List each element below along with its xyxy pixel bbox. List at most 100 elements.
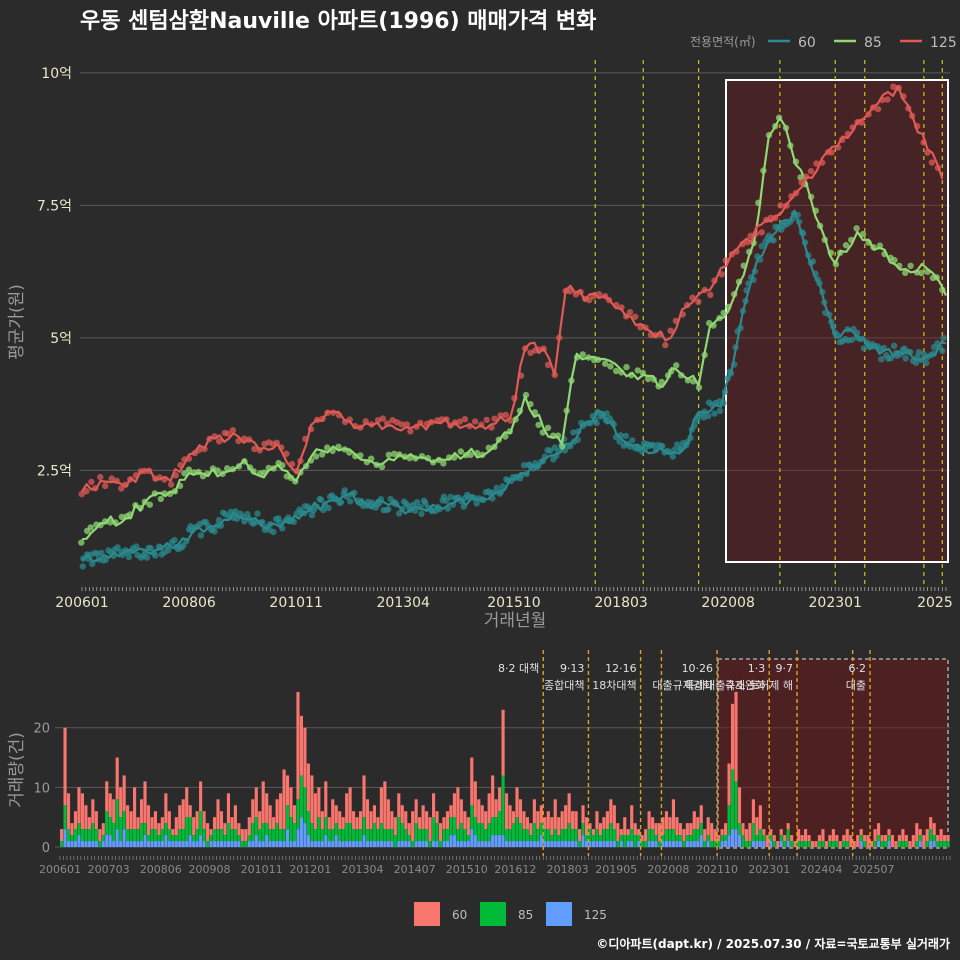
volume-bar-60 bbox=[557, 817, 561, 836]
volume-bar-125 bbox=[494, 835, 498, 847]
volume-bar-85 bbox=[237, 835, 241, 842]
volume-bar-60 bbox=[195, 811, 199, 830]
volume-bar-85 bbox=[285, 805, 290, 830]
volume-bar-85 bbox=[160, 829, 164, 842]
volume-bar-85 bbox=[668, 829, 672, 842]
volume-bar-85 bbox=[209, 835, 213, 842]
data-point bbox=[928, 159, 936, 166]
volume-bar-125 bbox=[80, 841, 84, 847]
volume-bar-60 bbox=[769, 829, 773, 836]
volume-bar-125 bbox=[397, 841, 401, 847]
volume-bar-125 bbox=[487, 841, 491, 847]
volume-bar-60 bbox=[296, 691, 300, 800]
data-point bbox=[695, 298, 702, 305]
data-point bbox=[197, 532, 205, 539]
volume-bar-85 bbox=[73, 829, 78, 842]
volume-bar-60 bbox=[480, 805, 484, 824]
data-point bbox=[853, 225, 860, 232]
volume-bar-85 bbox=[498, 811, 502, 836]
volume-bar-125 bbox=[779, 841, 783, 847]
volume-bar-60 bbox=[776, 841, 780, 847]
volume-bar-85 bbox=[619, 835, 623, 842]
data-point bbox=[602, 360, 609, 367]
volume-bar-60 bbox=[651, 817, 655, 830]
volume-bar-125 bbox=[133, 841, 137, 847]
data-point bbox=[98, 549, 105, 557]
data-point bbox=[535, 421, 542, 429]
volume-bar-60 bbox=[793, 841, 797, 847]
volume-bar-125 bbox=[334, 835, 338, 847]
volume-bar-85 bbox=[431, 817, 436, 842]
volume-bar-125 bbox=[699, 835, 703, 847]
volume-bar-125 bbox=[918, 841, 922, 847]
volume-bar-85 bbox=[129, 829, 133, 842]
data-point bbox=[229, 427, 237, 434]
volume-bar-85 bbox=[303, 787, 307, 824]
volume-bar-85 bbox=[80, 829, 84, 842]
volume-bar-85 bbox=[536, 829, 540, 842]
volume-bar-60 bbox=[883, 835, 888, 842]
volume-bar-60 bbox=[873, 829, 877, 842]
volume-bar-85 bbox=[414, 823, 418, 842]
volume-bar-60 bbox=[727, 763, 731, 806]
volume-bar-60 bbox=[511, 811, 516, 824]
volume-bar-85 bbox=[755, 835, 759, 842]
volume-bar-85 bbox=[859, 835, 863, 842]
volume-bar-60 bbox=[567, 793, 571, 824]
volume-bar-125 bbox=[602, 841, 606, 847]
volume-bar-125 bbox=[421, 841, 425, 847]
data-point bbox=[758, 229, 765, 236]
volume-bar-60 bbox=[459, 799, 463, 824]
volume-bar-85 bbox=[717, 841, 721, 847]
volume-bar-125 bbox=[348, 841, 352, 847]
volume-bar-60 bbox=[911, 835, 915, 847]
volume-bar-60 bbox=[814, 841, 818, 847]
volume-bar-85 bbox=[272, 829, 276, 842]
volume-bar-85 bbox=[133, 829, 137, 842]
volume-bar-85 bbox=[146, 835, 151, 842]
data-point bbox=[87, 524, 94, 531]
volume-bar-85 bbox=[477, 823, 481, 842]
volume-bar-85 bbox=[87, 829, 91, 842]
volume-legend-swatch-60 bbox=[414, 902, 440, 926]
volume-bar-85 bbox=[216, 829, 220, 842]
volume-bar-85 bbox=[699, 823, 703, 836]
volume-bar-85 bbox=[94, 829, 98, 842]
volume-bar-60 bbox=[685, 823, 689, 836]
volume-bar-60 bbox=[383, 781, 387, 830]
volume-bar-60 bbox=[365, 799, 370, 830]
volume-chart: 8·2 대책 9·13 종합대책 12·16 18차대책 10·26 대출규제강화 1·3 규제… bbox=[7, 650, 951, 876]
volume-bar-60 bbox=[160, 817, 164, 830]
volume-bar-60 bbox=[181, 799, 185, 830]
volume-bar-125 bbox=[418, 841, 422, 847]
volume-bar-125 bbox=[720, 841, 724, 847]
volume-bar-85 bbox=[797, 841, 801, 847]
volume-bar-60 bbox=[407, 823, 411, 836]
volume-bar-60 bbox=[696, 817, 700, 830]
volume-bar-125 bbox=[470, 829, 474, 847]
volume-bar-125 bbox=[112, 841, 116, 847]
volume-bar-85 bbox=[657, 841, 662, 847]
volume-bar-60 bbox=[824, 841, 828, 847]
volume-bar-60 bbox=[289, 787, 293, 818]
volume-bar-85 bbox=[915, 841, 919, 847]
volume-bar-85 bbox=[480, 823, 484, 842]
volume-bar-85 bbox=[91, 823, 95, 842]
volume-bar-60 bbox=[272, 817, 276, 830]
volume-bar-60 bbox=[644, 829, 648, 842]
volume-x-tick-label: 200908 bbox=[188, 863, 230, 876]
volume-bar-85 bbox=[543, 829, 547, 842]
volume-bar-85 bbox=[268, 829, 272, 842]
volume-bar-60 bbox=[505, 793, 509, 830]
data-point bbox=[918, 269, 925, 277]
volume-bar-85 bbox=[800, 841, 804, 847]
volume-legend: 60 85 125 bbox=[414, 902, 607, 926]
volume-bar-85 bbox=[880, 841, 884, 847]
volume-bar-85 bbox=[727, 805, 731, 836]
data-point bbox=[939, 347, 946, 355]
volume-bar-125 bbox=[223, 841, 227, 847]
volume-bar-60 bbox=[890, 835, 895, 847]
volume-bar-60 bbox=[713, 829, 717, 842]
data-point bbox=[125, 553, 133, 561]
series-line-85 bbox=[81, 116, 948, 541]
